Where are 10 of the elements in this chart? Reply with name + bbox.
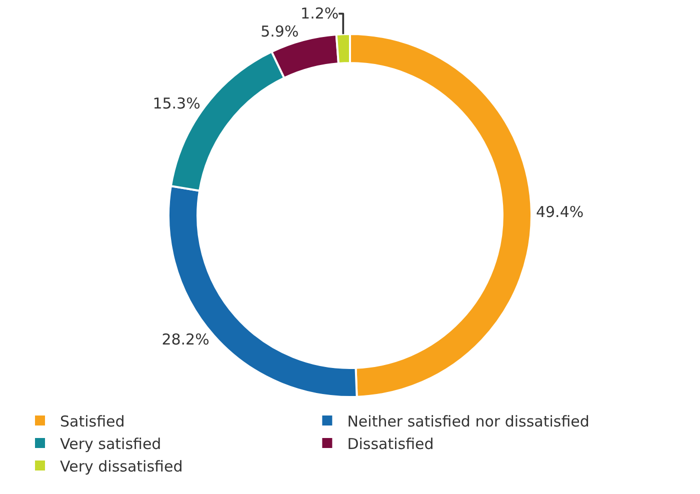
legend-label: Neither satisfied nor dissatisfied (347, 412, 590, 430)
data-label: 49.4% (536, 203, 584, 222)
data-label: 1.2% (300, 4, 339, 23)
legend-label: Very dissatisfied (60, 457, 183, 476)
legend-label: Very satisfied (60, 434, 162, 453)
legend-label: Satisfied (60, 412, 125, 430)
data-label: 15.3% (152, 94, 200, 112)
data-label: 28.2% (162, 330, 210, 348)
data-label: 5.9% (260, 22, 299, 41)
legend-label: Dissatisfied (347, 434, 434, 453)
